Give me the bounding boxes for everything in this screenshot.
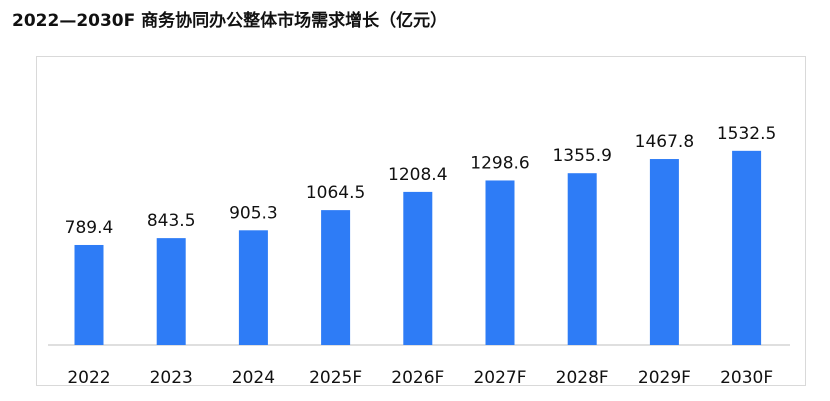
data-label-2025F: 1064.5 [306,183,365,203]
x-tick-label-2023: 2023 [150,368,193,388]
data-label-2022: 789.4 [65,218,114,238]
bar-2029F [649,159,679,345]
data-label-2027F: 1298.6 [470,153,529,173]
data-label-2028F: 1355.9 [552,146,611,166]
x-tick-label-2022: 2022 [67,368,110,388]
x-tick-label-2027F: 2027F [473,368,526,388]
bar-2026F [403,191,433,345]
bar-2028F [567,173,597,345]
x-tick-label-2029F: 2029F [638,368,691,388]
bar-2024 [238,230,268,345]
chart-frame [36,56,806,386]
bar-2027F [485,180,515,345]
bar-2030F [732,150,762,345]
data-label-2024: 905.3 [229,203,278,223]
bar-2023 [156,238,186,345]
chart-title: 2022—2030F 商务协同办公整体市场需求增长（亿元） [12,11,448,31]
data-label-2029F: 1467.8 [635,132,694,152]
x-tick-label-2030F: 2030F [720,368,773,388]
bar-2022 [74,244,104,345]
data-label-2030F: 1532.5 [717,124,776,144]
x-tick-label-2025F: 2025F [309,368,362,388]
x-tick-label-2026F: 2026F [391,368,444,388]
data-label-2026F: 1208.4 [388,165,447,185]
x-tick-label-2028F: 2028F [556,368,609,388]
x-tick-label-2024: 2024 [232,368,275,388]
data-label-2023: 843.5 [147,211,196,231]
bar-2025F [321,210,351,345]
